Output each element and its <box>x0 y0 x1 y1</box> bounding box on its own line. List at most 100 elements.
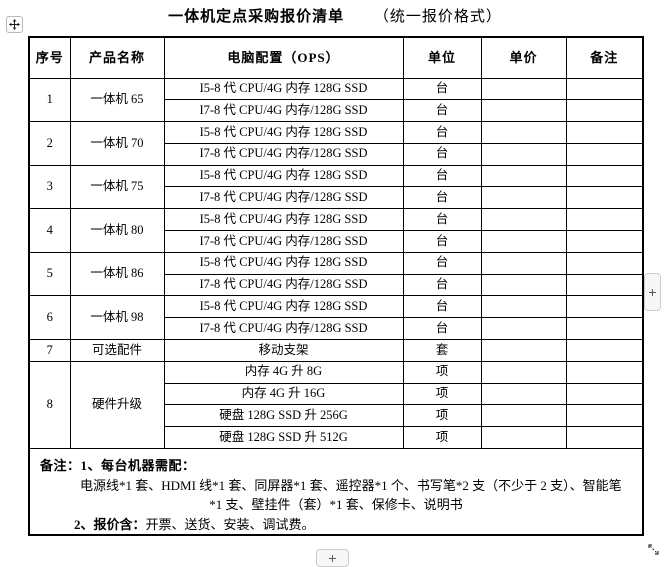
cell-seq: 1 <box>28 77 71 123</box>
notes-line2: 电源线*1 套、HDMI 线*1 套、同屏器*1 套、遥控器*1 个、书写笔*2… <box>80 477 622 493</box>
cell-unit: 台 <box>402 251 482 275</box>
cell-unit-price <box>480 186 567 210</box>
header-unit-price: 单价 <box>480 36 567 79</box>
cell-seq: 6 <box>28 295 71 341</box>
table-resize-handle[interactable] <box>646 541 661 557</box>
header-remark: 备注 <box>565 36 644 79</box>
cell-unit-price <box>480 142 567 166</box>
table-row: 4 一体机 80 I5-8 代 CPU/4G 内存 128G SSD 台 <box>28 208 644 253</box>
add-row-handle[interactable]: + <box>316 549 349 567</box>
cell-unit-price <box>480 404 567 428</box>
cell-unit-price <box>480 251 567 275</box>
cell-unit: 台 <box>402 273 482 297</box>
table-row: 7 可选配件 移动支架 套 <box>28 339 644 362</box>
cell-seq: 5 <box>28 251 71 297</box>
cell-remark <box>565 186 644 210</box>
cell-unit: 台 <box>402 164 482 188</box>
cell-config: I7-8 代 CPU/4G 内存/128G SSD <box>163 230 404 253</box>
cell-unit: 项 <box>402 382 482 406</box>
cell-config: 内存 4G 升 8G <box>163 360 404 384</box>
plus-icon: + <box>328 550 337 566</box>
plus-icon: + <box>648 284 657 300</box>
cell-config: 移动支架 <box>163 339 404 362</box>
cell-config: 内存 4G 升 16G <box>163 382 404 406</box>
cell-unit-price <box>480 77 567 101</box>
cell-unit-price <box>480 360 567 384</box>
cell-unit-price <box>480 164 567 188</box>
cell-unit: 台 <box>402 317 482 341</box>
cell-unit: 台 <box>402 142 482 166</box>
move-cross-icon <box>9 19 20 30</box>
header-product-name: 产品名称 <box>69 36 165 79</box>
cell-unit: 项 <box>402 404 482 428</box>
notes-line4-label: 2、报价含： <box>74 516 146 532</box>
diagonal-resize-icon <box>647 543 660 556</box>
cell-config: I5-8 代 CPU/4G 内存 128G SSD <box>163 121 404 144</box>
cell-config: I5-8 代 CPU/4G 内存 128G SSD <box>163 251 404 275</box>
cell-remark <box>565 426 644 450</box>
cell-product-name: 一体机 70 <box>69 121 165 166</box>
table-move-handle[interactable] <box>6 16 23 33</box>
cell-config: I7-8 代 CPU/4G 内存/128G SSD <box>163 317 404 341</box>
header-unit: 单位 <box>402 36 482 79</box>
add-column-handle[interactable]: + <box>644 273 661 311</box>
cell-remark <box>565 142 644 166</box>
cell-unit-price <box>480 317 567 341</box>
cell-remark <box>565 121 644 144</box>
cell-unit: 台 <box>402 208 482 232</box>
cell-seq: 3 <box>28 164 71 210</box>
cell-product-name: 硬件升级 <box>69 360 165 450</box>
cell-remark <box>565 77 644 101</box>
cell-unit-price <box>480 99 567 123</box>
cell-remark <box>565 404 644 428</box>
cell-product-name: 一体机 75 <box>69 164 165 210</box>
cell-remark <box>565 295 644 319</box>
cell-unit-price <box>480 295 567 319</box>
cell-config: I7-8 代 CPU/4G 内存/128G SSD <box>163 99 404 123</box>
cell-unit-price <box>480 426 567 450</box>
table-row: 1 一体机 65 I5-8 代 CPU/4G 内存 128G SSD 台 <box>28 77 644 123</box>
notes-line1: 备注：1、每台机器需配： <box>40 458 196 474</box>
cell-unit-price <box>480 382 567 406</box>
table-row: 8 硬件升级 内存 4G 升 8G 项 <box>28 360 644 450</box>
cell-remark <box>565 382 644 406</box>
quotation-table: 序号 产品名称 电脑配置（OPS） 单位 单价 备注 1 一体机 65 I5-8… <box>28 36 644 537</box>
cell-unit: 台 <box>402 99 482 123</box>
cell-unit: 项 <box>402 360 482 384</box>
cell-remark <box>565 208 644 232</box>
cell-unit: 台 <box>402 77 482 101</box>
table-row: 6 一体机 98 I5-8 代 CPU/4G 内存 128G SSD 台 <box>28 295 644 341</box>
table-row: I7-8 代 CPU/4G 内存/128G SSD 台 <box>29 99 644 123</box>
cell-remark <box>565 273 644 297</box>
cell-remark <box>565 164 644 188</box>
cell-product-name: 一体机 80 <box>69 208 165 253</box>
title-subtitle: （统一报价格式） <box>373 9 502 25</box>
notes-line4: 2、报价含：开票、送货、安装、调试费。 <box>74 515 632 535</box>
cell-seq: 7 <box>28 339 71 362</box>
notes-row: 备注：1、每台机器需配： 电源线*1 套、HDMI 线*1 套、同屏器*1 套、… <box>28 448 644 536</box>
cell-unit-price <box>480 208 567 232</box>
cell-config: I7-8 代 CPU/4G 内存/128G SSD <box>163 142 404 166</box>
cell-config: I5-8 代 CPU/4G 内存 128G SSD <box>163 295 404 319</box>
cell-config: I5-8 代 CPU/4G 内存 128G SSD <box>163 164 404 188</box>
cell-remark <box>565 360 644 384</box>
cell-config: I5-8 代 CPU/4G 内存 128G SSD <box>163 77 404 101</box>
cell-remark <box>565 339 644 362</box>
cell-product-name: 一体机 86 <box>69 251 165 297</box>
cell-unit-price <box>480 121 567 144</box>
cell-product-name: 可选配件 <box>69 339 165 362</box>
cell-config: 硬盘 128G SSD 升 512G <box>163 426 404 450</box>
notes-line4-text: 开票、送货、安装、调试费。 <box>145 516 315 532</box>
cell-seq: 8 <box>28 360 71 450</box>
cell-config: I5-8 代 CPU/4G 内存 128G SSD <box>163 208 404 232</box>
cell-unit-price <box>480 273 567 297</box>
table-row: 3 一体机 75 I5-8 代 CPU/4G 内存 128G SSD 台 <box>28 164 644 210</box>
cell-unit: 台 <box>402 295 482 319</box>
cell-seq: 2 <box>28 121 71 166</box>
cell-unit: 项 <box>402 426 482 450</box>
cell-config: 硬盘 128G SSD 升 256G <box>163 404 404 428</box>
cell-unit: 套 <box>402 339 482 362</box>
cell-seq: 4 <box>28 208 71 253</box>
cell-remark <box>565 317 644 341</box>
